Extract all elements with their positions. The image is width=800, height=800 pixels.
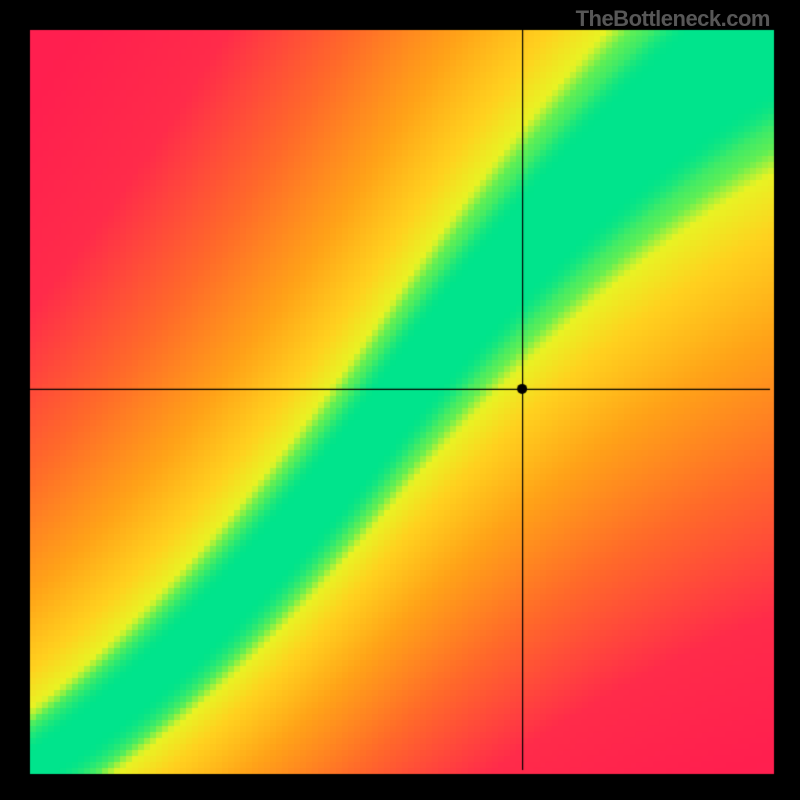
watermark-text: TheBottleneck.com bbox=[576, 6, 770, 32]
bottleneck-heatmap bbox=[0, 0, 800, 800]
